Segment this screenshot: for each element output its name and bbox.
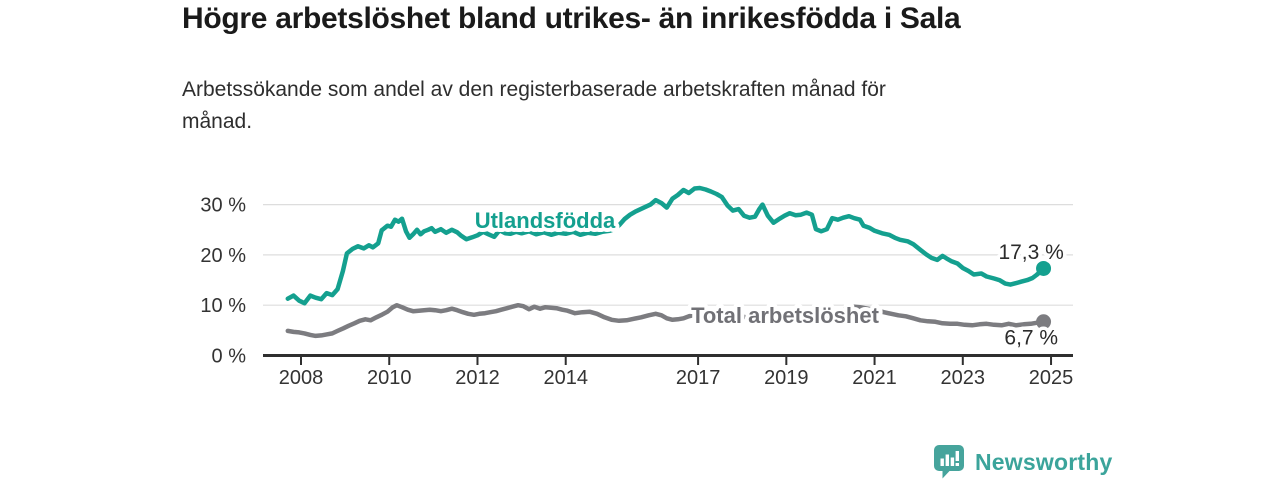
y-tick-label-30: 30 %	[200, 195, 246, 217]
series-end-value-label: 17,3 %	[998, 241, 1063, 264]
x-tick-label-2025: 2025	[1029, 367, 1074, 389]
y-tick-label-20: 20 %	[200, 245, 246, 267]
logo-bar-short	[940, 458, 944, 466]
newsworthy-brand: Newsworthy	[933, 444, 1112, 480]
series-line-utlandsf-dda	[285, 185, 1046, 306]
series-label-total-arbetsl-shet: Total arbetslöshet	[691, 303, 880, 328]
logo-bar-medium	[950, 457, 955, 466]
x-tick-label-2021: 2021	[852, 367, 897, 389]
x-tick-label-2010: 2010	[367, 367, 412, 389]
series-line-total-arbetsl-shet	[285, 302, 1046, 339]
x-tick-label-2012: 2012	[455, 367, 500, 389]
series-end-value-label: 6,7 %	[1004, 326, 1058, 349]
unemployment-line-chart: 0 % 10 % 20 % 30 % 2008 2010 2012 2014 2017 2019 2…	[200, 185, 1074, 389]
y-tick-label-0: 0 %	[212, 346, 247, 368]
x-tick-label-2023: 2023	[941, 367, 986, 389]
logo-exclamation-dot	[955, 463, 959, 466]
x-tick-label-2019: 2019	[764, 367, 809, 389]
series-label-utlandsf-dda: Utlandsfödda	[475, 208, 616, 233]
logo-exclamation-stem	[955, 451, 959, 461]
page-subtitle-line-2: månad.	[182, 110, 253, 133]
x-tick-label-2008: 2008	[279, 367, 324, 389]
series-end-dot	[1036, 260, 1052, 276]
logo-bar-tall	[945, 454, 949, 466]
page-subtitle-line-1: Arbetssökande som andel av den registerb…	[182, 78, 886, 101]
page-title: Högre arbetslöshet bland utrikes- än inr…	[182, 2, 961, 35]
series-end-dot	[1036, 314, 1052, 330]
y-tick-label-10: 10 %	[200, 295, 246, 317]
x-tick-label-2014: 2014	[543, 367, 588, 389]
newsworthy-logo-icon	[934, 445, 964, 479]
x-tick-label-2017: 2017	[676, 367, 721, 389]
brand-name: Newsworthy	[975, 448, 1113, 475]
page-subtitle: Arbetssökande som andel av den registerb…	[182, 74, 886, 138]
